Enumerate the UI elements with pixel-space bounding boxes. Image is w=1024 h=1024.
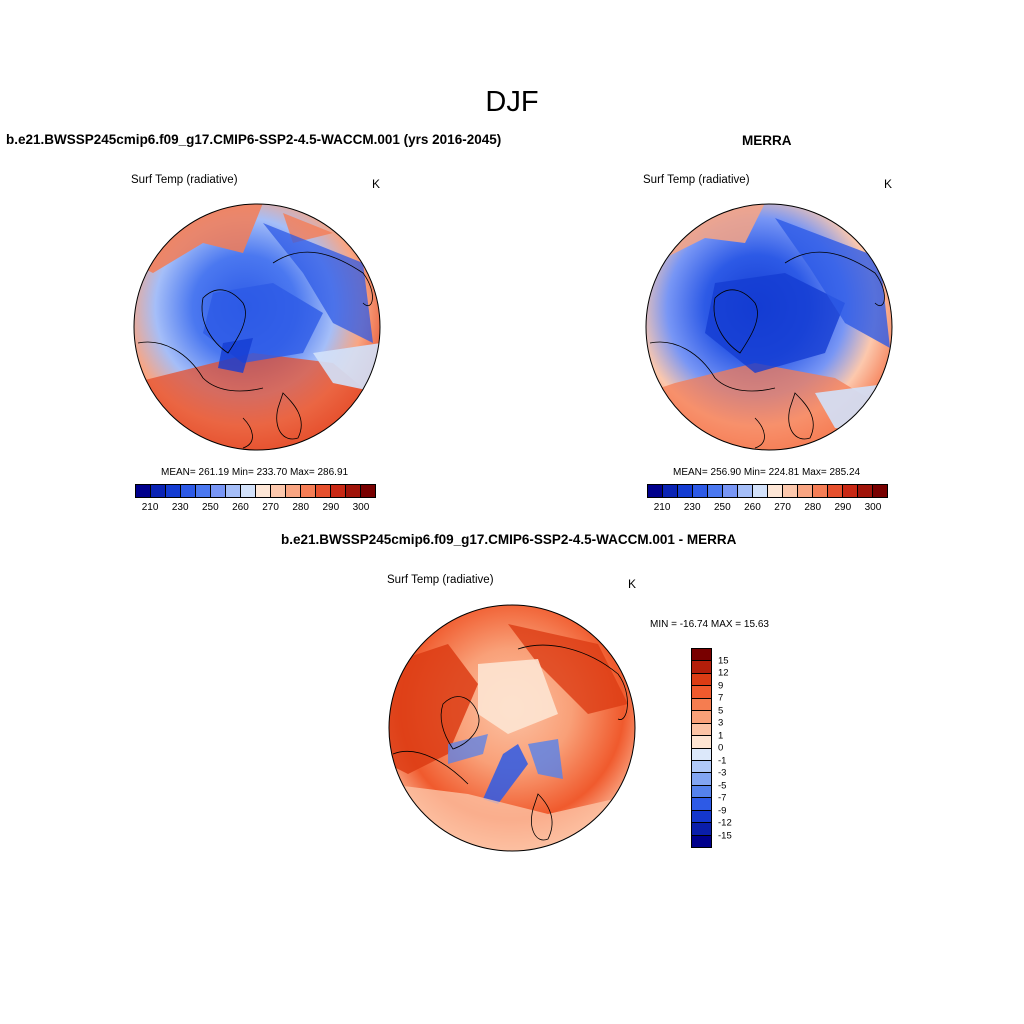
colorbar-swatch	[768, 485, 783, 497]
colorbar-tick-label: 1	[718, 730, 724, 741]
colorbar-tick-label: 260	[744, 502, 761, 513]
colorbar-tick-label: -12	[718, 817, 732, 829]
colorbar-swatch	[692, 773, 711, 786]
obs-polar-map	[645, 203, 893, 451]
model-stats-text: MEAN= 261.19 Min= 233.70 Max= 286.91	[161, 467, 349, 478]
colorbar-tick-label: 290	[322, 502, 340, 513]
colorbar-swatch	[692, 723, 711, 737]
colorbar-swatch	[692, 711, 711, 724]
colorbar-tick-label: 0	[718, 742, 724, 754]
colorbar-swatch	[196, 485, 211, 497]
colorbar-swatch	[813, 485, 828, 497]
obs-colorbar	[647, 484, 888, 498]
colorbar-tick-label: 300	[864, 502, 882, 513]
colorbar-tick-label: 230	[683, 502, 701, 513]
colorbar-swatch	[798, 485, 813, 497]
colorbar-swatch	[753, 485, 768, 497]
colorbar-swatch	[648, 485, 663, 497]
colorbar-tick-label: 210	[653, 502, 671, 513]
colorbar-swatch	[692, 785, 711, 799]
colorbar-swatch	[692, 748, 711, 761]
model-variable-label: Surf Temp (radiative)	[131, 174, 238, 186]
colorbar-swatch	[693, 485, 708, 497]
colorbar-tick-label: -15	[718, 830, 732, 841]
colorbar-swatch	[828, 485, 843, 497]
colorbar-tick-label: 250	[713, 502, 731, 513]
colorbar-tick-label: 290	[834, 502, 852, 513]
colorbar-swatch	[692, 649, 711, 662]
colorbar-swatch	[241, 485, 256, 497]
colorbar-swatch	[663, 485, 678, 497]
colorbar-swatch	[271, 485, 286, 497]
diff-variable-label: Surf Temp (radiative)	[387, 574, 494, 586]
colorbar-swatch	[738, 485, 753, 497]
colorbar-swatch	[151, 485, 166, 497]
colorbar-swatch	[361, 485, 375, 497]
obs-panel-title: MERRA	[742, 133, 792, 148]
colorbar-swatch	[783, 485, 798, 497]
diff-units-label: K	[628, 577, 637, 591]
colorbar-tick-label: 260	[232, 502, 249, 513]
colorbar-swatch	[692, 673, 711, 687]
colorbar-swatch	[692, 686, 711, 699]
colorbar-swatch	[708, 485, 723, 497]
colorbar-tick-label: 5	[718, 705, 724, 716]
model-polar-map	[133, 203, 381, 451]
diff-stats-text: MIN = -16.74 MAX = 15.63	[650, 619, 769, 630]
colorbar-tick-label: 9	[718, 680, 724, 691]
colorbar-tick-label: -1	[718, 755, 727, 766]
colorbar-tick-label: 250	[201, 502, 219, 513]
colorbar-tick-label: 300	[352, 502, 370, 513]
colorbar-swatch	[226, 485, 241, 497]
colorbar-swatch	[692, 823, 711, 836]
colorbar-swatch	[843, 485, 858, 497]
obs-units-label: K	[884, 177, 893, 191]
colorbar-swatch	[858, 485, 873, 497]
colorbar-swatch	[136, 485, 151, 497]
colorbar-swatch	[692, 810, 711, 824]
colorbar-tick-label: 7	[718, 692, 724, 704]
colorbar-swatch	[286, 485, 301, 497]
diff-panel-title: b.e21.BWSSP245cmip6.f09_g17.CMIP6-SSP2-4…	[281, 532, 737, 547]
colorbar-tick-label: 280	[292, 502, 310, 513]
colorbar-tick-label: -9	[718, 805, 727, 816]
colorbar-swatch	[692, 661, 711, 674]
colorbar-tick-label: -3	[718, 767, 727, 779]
obs-variable-label: Surf Temp (radiative)	[643, 174, 750, 186]
model-units-label: K	[372, 177, 381, 191]
colorbar-tick-label: 230	[171, 502, 189, 513]
colorbar-tick-label: -7	[718, 792, 727, 804]
colorbar-tick-label: -5	[718, 780, 727, 791]
diff-colorbar	[691, 648, 712, 848]
colorbar-swatch	[692, 760, 711, 774]
colorbar-swatch	[723, 485, 738, 497]
colorbar-tick-label: 3	[718, 717, 724, 729]
colorbar-swatch	[256, 485, 271, 497]
colorbar-swatch	[692, 835, 711, 847]
colorbar-tick-label: 210	[141, 502, 159, 513]
colorbar-tick-label: 12	[718, 667, 729, 679]
colorbar-swatch	[692, 736, 711, 749]
colorbar-swatch	[346, 485, 361, 497]
colorbar-tick-label: 270	[774, 502, 791, 513]
model-panel-title: b.e21.BWSSP245cmip6.f09_g17.CMIP6-SSP2-4…	[6, 132, 502, 147]
colorbar-swatch	[166, 485, 181, 497]
colorbar-swatch	[301, 485, 316, 497]
colorbar-swatch	[692, 798, 711, 811]
colorbar-tick-label: 270	[262, 502, 279, 513]
colorbar-swatch	[316, 485, 331, 497]
colorbar-swatch	[211, 485, 226, 497]
colorbar-swatch	[678, 485, 693, 497]
obs-stats-text: MEAN= 256.90 Min= 224.81 Max= 285.24	[673, 467, 861, 478]
colorbar-tick-label: 280	[804, 502, 822, 513]
figure-title: DJF	[485, 86, 539, 118]
colorbar-swatch	[331, 485, 346, 497]
colorbar-swatch	[692, 698, 711, 712]
colorbar-swatch	[873, 485, 887, 497]
model-colorbar	[135, 484, 376, 498]
diff-polar-map	[388, 604, 636, 852]
colorbar-tick-label: 15	[718, 655, 729, 666]
colorbar-swatch	[181, 485, 196, 497]
